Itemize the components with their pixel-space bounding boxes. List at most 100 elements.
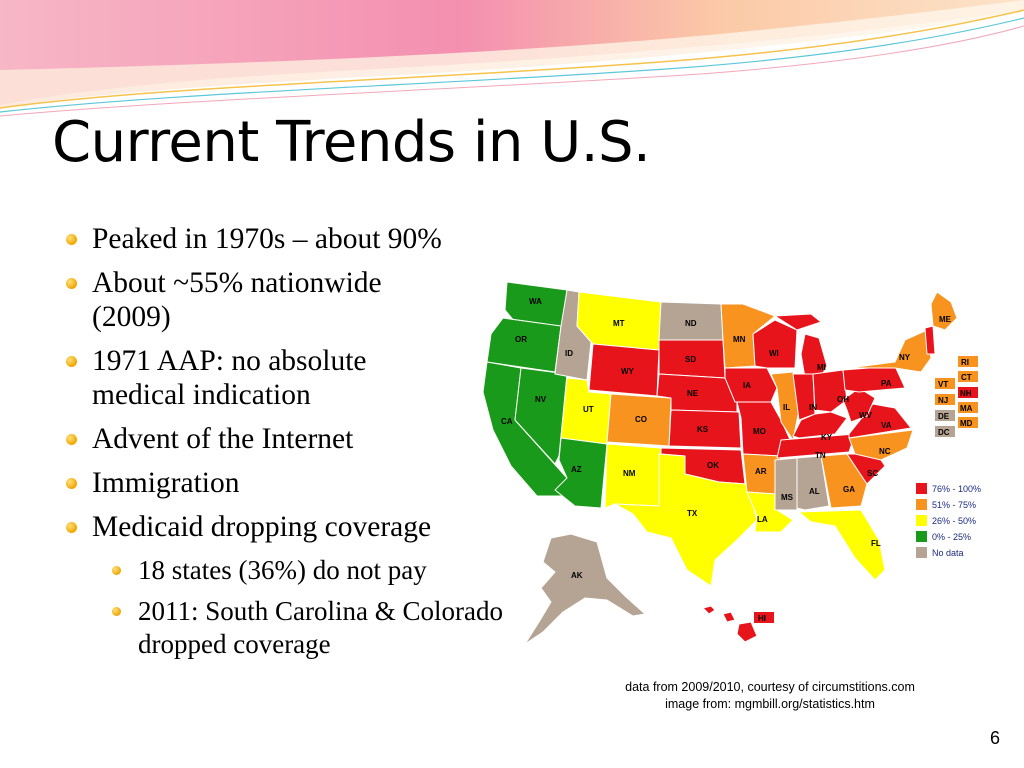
state-ak <box>524 533 646 645</box>
bullet-text: Advent of the Internet <box>92 423 354 455</box>
state-label: MO <box>753 427 766 436</box>
bullet-text: 1971 AAP: no absolute medical indication <box>92 345 367 411</box>
legend-label: 0% - 25% <box>932 532 971 542</box>
state-badge: NJ <box>938 396 948 405</box>
credit-line-2: image from: mgmbill.org/statistics.htm <box>665 697 875 711</box>
decorative-banner <box>0 0 1024 117</box>
state-label: MI <box>817 363 826 372</box>
state-or <box>486 317 562 373</box>
state-oh <box>812 369 848 413</box>
state-badge: NH <box>960 389 972 398</box>
bullet-text: 18 states (36%) do not pay <box>138 555 427 585</box>
sub-bullet-item: 18 states (36%) do not pay <box>106 554 532 587</box>
state-tn <box>776 433 856 459</box>
state-label: KY <box>821 433 833 442</box>
state-az <box>554 437 608 509</box>
legend-label: No data <box>932 548 964 558</box>
bullet-icon <box>112 607 121 616</box>
slide-title: Current Trends in U.S. <box>52 110 651 175</box>
bullet-text: About ~55% nationwide (2009) <box>92 267 382 333</box>
bullet-list: Peaked in 1970s – about 90% About ~55% n… <box>62 222 532 669</box>
state-wi <box>752 319 798 369</box>
legend-swatch <box>916 547 927 558</box>
state-pa <box>842 365 906 393</box>
state-label: OK <box>707 461 719 470</box>
state-ks <box>668 409 742 449</box>
state-label: NM <box>623 469 636 478</box>
state-label: ME <box>939 315 952 324</box>
state-hi <box>702 605 758 643</box>
bullet-icon <box>66 434 77 445</box>
legend-swatch <box>916 531 927 542</box>
bullet-text: Medicaid dropping coverage <box>92 511 432 543</box>
state-label: MN <box>733 335 746 344</box>
state-badge: HI <box>758 614 766 623</box>
bullet-icon <box>66 278 77 289</box>
state-label: TN <box>815 451 826 460</box>
state-label: VA <box>881 421 892 430</box>
state-label: IA <box>743 381 751 390</box>
bullet-item: Immigration <box>62 466 532 500</box>
bullet-text: Immigration <box>92 467 240 499</box>
state-label: WA <box>529 297 542 306</box>
state-badge: DC <box>938 428 950 437</box>
bullet-item: About ~55% nationwide (2009) <box>62 266 452 334</box>
state-label: WV <box>859 411 873 420</box>
state-label: WY <box>621 367 635 376</box>
bullet-item: Peaked in 1970s – about 90% <box>62 222 532 256</box>
state-label: SC <box>867 469 878 478</box>
bullet-item: Advent of the Internet <box>62 422 532 456</box>
legend-swatch <box>916 499 927 510</box>
state-label: TX <box>687 509 698 518</box>
state-label: CO <box>635 415 647 424</box>
state-mi-upper <box>774 313 822 331</box>
bullet-icon <box>66 522 77 533</box>
sub-bullet-item: 2011: South Carolina & Colorado dropped … <box>106 595 526 661</box>
bullet-icon <box>66 234 77 245</box>
state-badge: MA <box>960 404 973 413</box>
state-ky <box>792 411 848 439</box>
state-label: ID <box>565 349 573 358</box>
state-badge: CT <box>961 373 972 382</box>
state-label: MS <box>781 493 794 502</box>
state-label: IL <box>783 403 790 412</box>
state-badge: DE <box>938 412 950 421</box>
legend-swatch <box>916 483 927 494</box>
bullet-text: Peaked in 1970s – about 90% <box>92 223 442 255</box>
state-ny <box>848 329 932 373</box>
state-label: LA <box>757 515 768 524</box>
state-label: WI <box>769 349 779 358</box>
us-map: WA OR CA NV ID MT WY UT AZ CO NM ND SD N… <box>482 281 981 645</box>
bullet-item: Medicaid dropping coverage <box>62 510 532 544</box>
state-label: SD <box>685 355 696 364</box>
state-fl <box>798 509 886 581</box>
state-label: GA <box>843 485 855 494</box>
state-nc <box>848 429 914 461</box>
state-label: AZ <box>571 465 582 474</box>
state-me <box>930 291 958 331</box>
state-label: OR <box>515 335 527 344</box>
state-label: NV <box>535 395 547 404</box>
bullet-item: 1971 AAP: no absolute medical indication <box>62 344 422 412</box>
state-label: MT <box>613 319 625 328</box>
state-label: NY <box>899 353 911 362</box>
state-label: KS <box>697 425 709 434</box>
legend-label: 26% - 50% <box>932 516 976 526</box>
state-label: ND <box>685 319 697 328</box>
state-ia <box>724 367 778 403</box>
state-nh <box>924 325 936 355</box>
state-label: NC <box>879 447 891 456</box>
state-label: AK <box>571 571 583 580</box>
bullet-icon <box>66 478 77 489</box>
map-legend: 76% - 100% 51% - 75% 26% - 50% 0% - 25% No d… <box>916 483 981 558</box>
state-badge: RI <box>961 358 969 367</box>
state-label: PA <box>881 379 892 388</box>
legend-label: 76% - 100% <box>932 484 981 494</box>
state-label: FL <box>871 539 881 548</box>
bullet-icon <box>112 566 121 575</box>
state-al <box>796 455 830 511</box>
state-badge: VT <box>938 380 948 389</box>
state-label: AR <box>755 467 767 476</box>
state-label: NE <box>687 389 699 398</box>
state-badge: MD <box>960 419 973 428</box>
